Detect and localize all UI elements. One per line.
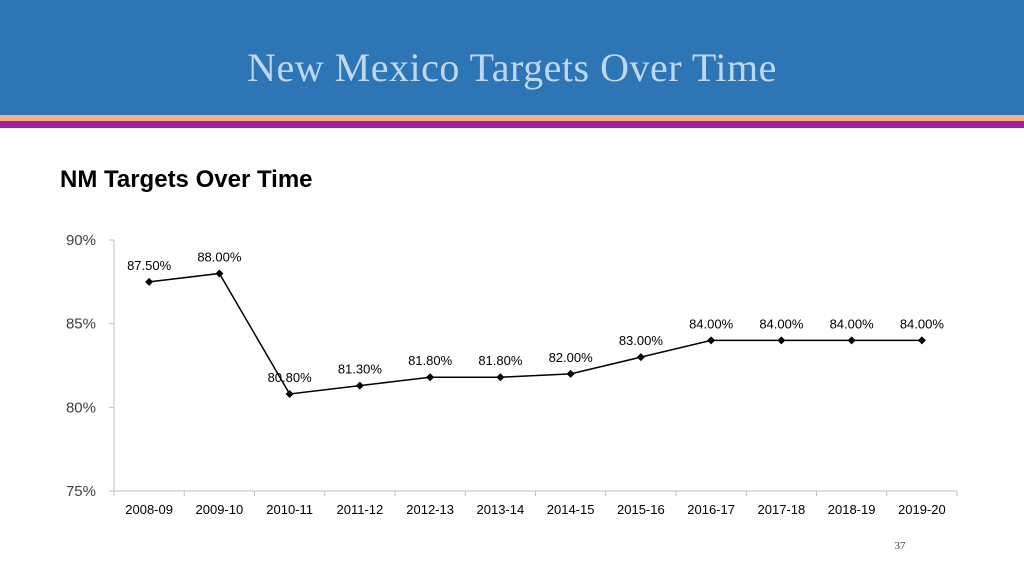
data-label: 81.30% — [338, 362, 383, 377]
x-tick-label: 2010-11 — [266, 502, 313, 517]
y-tick-label: 85% — [66, 316, 96, 333]
data-point-marker — [566, 369, 575, 378]
data-point-marker — [145, 277, 154, 286]
data-label: 81.80% — [478, 353, 523, 368]
data-label: 84.00% — [900, 316, 945, 331]
page-number: 37 — [894, 540, 906, 552]
data-point-marker — [285, 389, 294, 398]
x-tick-label: 2017-18 — [758, 502, 806, 517]
x-tick-label: 2011-12 — [337, 502, 384, 517]
slide-title: New Mexico Targets Over Time — [247, 45, 777, 90]
data-label: 82.00% — [549, 350, 594, 365]
data-point-marker — [636, 353, 645, 362]
data-label: 88.00% — [197, 249, 242, 264]
y-tick-label: 80% — [66, 399, 96, 416]
data-point-marker — [847, 336, 856, 345]
chart-title: NM Targets Over Time — [60, 166, 313, 193]
data-point-marker — [215, 269, 224, 278]
data-point-marker — [707, 336, 716, 345]
x-tick-label: 2014-15 — [547, 502, 595, 517]
accent-stripe-purple — [0, 121, 1024, 128]
series-line — [149, 272, 922, 395]
x-tick-label: 2013-14 — [477, 502, 525, 517]
data-point-marker — [917, 336, 926, 345]
data-point-marker — [777, 336, 786, 345]
x-tick-label: 2018-19 — [828, 502, 876, 517]
data-label: 80.80% — [268, 370, 313, 385]
data-point-marker — [355, 381, 364, 390]
accent-stripe-orange — [0, 115, 1024, 121]
data-point-marker — [496, 373, 505, 382]
x-tick-label: 2008-09 — [125, 502, 173, 517]
data-label: 84.00% — [689, 316, 734, 331]
data-label: 81.80% — [408, 353, 453, 368]
x-tick-label: 2015-16 — [617, 502, 665, 517]
x-tick-label: 2016-17 — [687, 502, 735, 517]
data-label: 84.00% — [759, 316, 804, 331]
x-tick-label: 2012-13 — [406, 502, 454, 517]
x-tick-label: 2009-10 — [196, 502, 244, 517]
title-banner: New Mexico Targets Over Time — [0, 0, 1024, 115]
y-tick-label: 75% — [66, 483, 96, 500]
x-tick-label: 2019-20 — [898, 502, 946, 517]
y-tick-label: 90% — [66, 232, 96, 249]
data-label: 87.50% — [127, 258, 172, 273]
data-point-marker — [426, 373, 435, 382]
data-label: 84.00% — [830, 316, 875, 331]
data-label: 83.00% — [619, 333, 664, 348]
